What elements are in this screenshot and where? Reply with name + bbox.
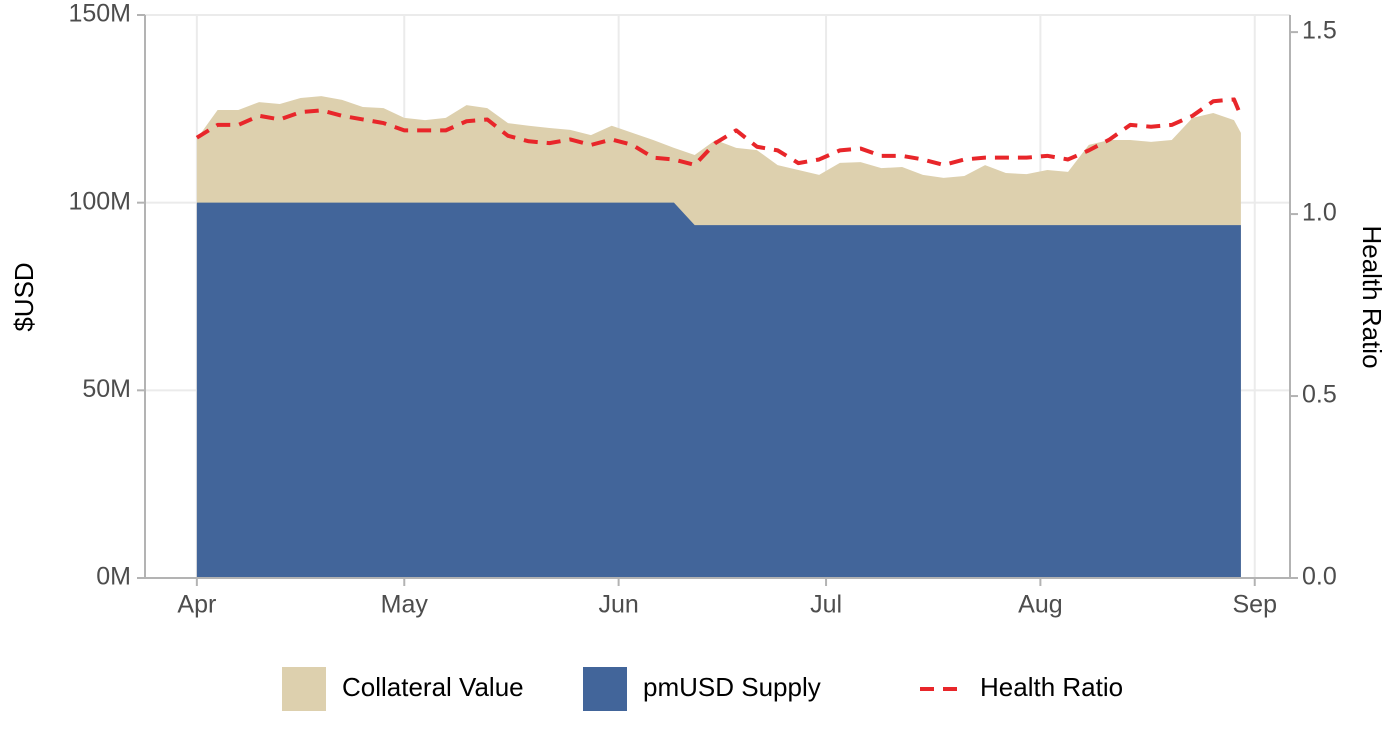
x-tick-label: Apr xyxy=(177,591,216,619)
x-tick-label: May xyxy=(381,591,429,619)
line xyxy=(195,97,1243,167)
y-axis-title: $USD xyxy=(9,262,39,331)
axes: 0M 50M 100M 150M 0.0 0.5 1.0 1.5 Apr May Jun Jul Aug… xyxy=(68,0,1336,619)
y2-tick-label: 0.0 xyxy=(1302,563,1337,591)
y-tick-label: 50M xyxy=(82,375,131,403)
y-tick-label: 100M xyxy=(68,187,131,215)
y2-tick-label: 1.0 xyxy=(1302,199,1337,227)
legend: Collateral Value pmUSD Supply Health Ratio xyxy=(282,667,1123,711)
area xyxy=(196,202,1241,578)
legend-label: pmUSD Supply xyxy=(643,672,821,702)
x-tick-label: Jun xyxy=(598,591,638,619)
y2-tick-label: 1.5 xyxy=(1302,17,1337,45)
plot-marks xyxy=(195,96,1243,579)
x-tick-label: Jul xyxy=(810,591,842,619)
x-tick-label: Aug xyxy=(1018,591,1062,619)
legend-swatch xyxy=(583,667,627,711)
y-tick-label: 150M xyxy=(68,0,131,28)
y2-tick-label: 0.5 xyxy=(1302,381,1337,409)
legend-label: Collateral Value xyxy=(342,672,524,702)
legend-swatch xyxy=(282,667,326,711)
legend-label: Health Ratio xyxy=(980,672,1123,702)
y-tick-label: 0M xyxy=(96,563,131,591)
y2-axis-title: Health Ratio xyxy=(1357,225,1387,368)
x-tick-label: Sep xyxy=(1232,591,1276,619)
